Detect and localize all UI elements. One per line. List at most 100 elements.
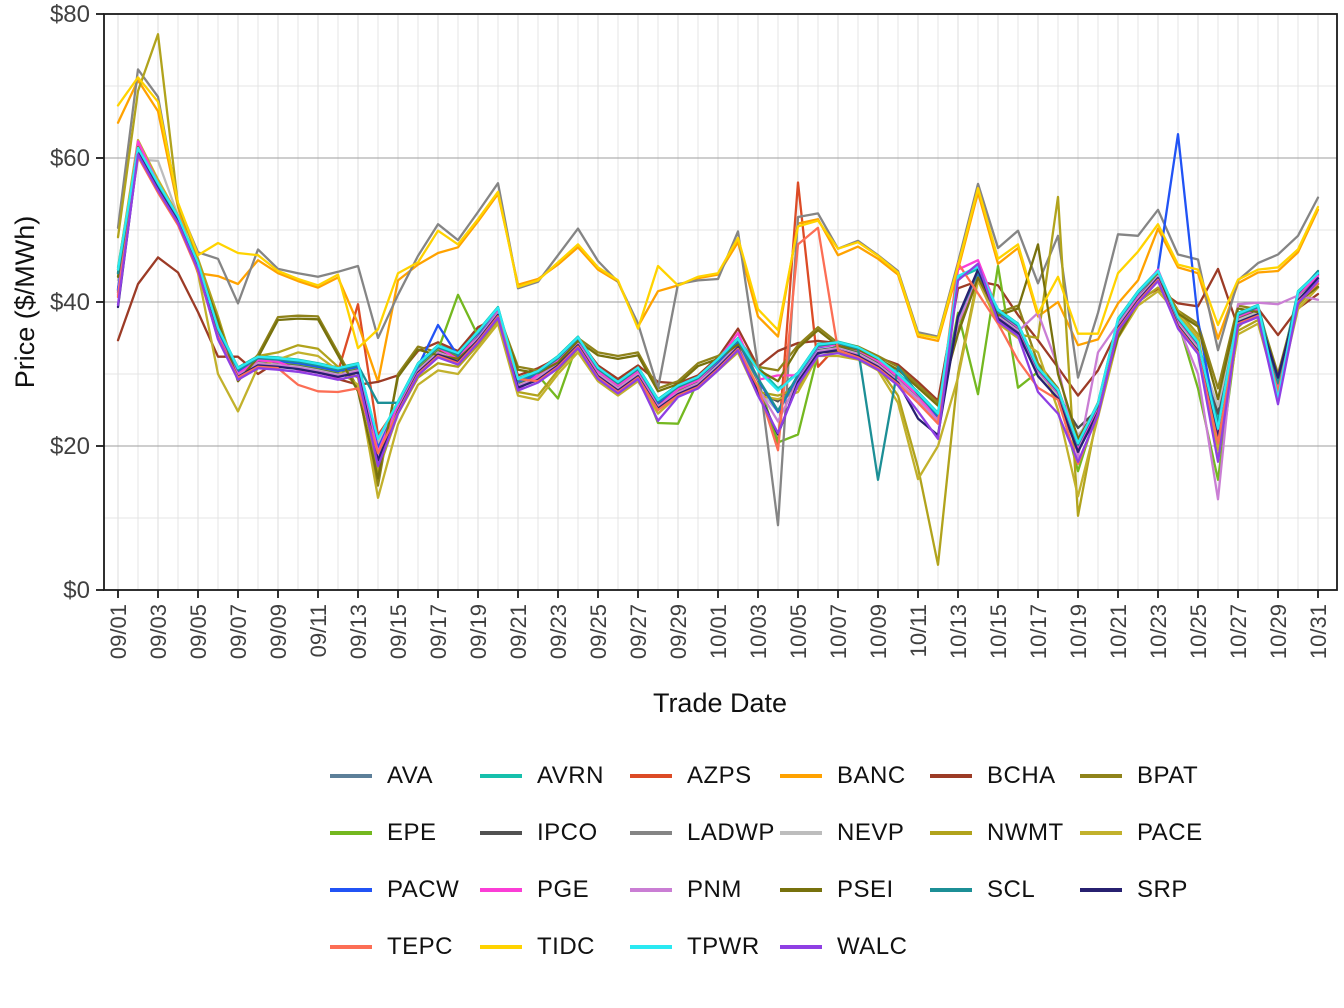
legend-swatch-ipco: [480, 831, 522, 835]
legend-label-tpwr: TPWR: [687, 933, 760, 960]
series-line-tidc: [116, 76, 1320, 350]
y-tick-label-20: $20: [50, 433, 90, 460]
y-tick-label-80: $80: [50, 1, 90, 28]
legend-swatch-tepc: [330, 945, 372, 949]
x-tick-label-10-29: 10/29: [1266, 604, 1291, 659]
legend-label-walc: WALC: [837, 933, 908, 960]
legend-item-psei: PSEI: [780, 872, 930, 908]
legend-item-epe: EPE: [330, 815, 480, 851]
x-tick-label-09-13: 09/13: [346, 604, 371, 659]
x-tick-label-09-27: 09/27: [626, 604, 651, 659]
series-line-ladwp: [116, 68, 1320, 527]
x-tick-label-10-11: 10/11: [906, 604, 931, 657]
x-tick-label-09-11: 09/11: [306, 604, 331, 657]
legend-label-tidc: TIDC: [537, 933, 595, 960]
legend-label-nwmt: NWMT: [987, 819, 1064, 846]
x-tick-label-10-07: 10/07: [826, 604, 851, 659]
series-line-walc: [116, 153, 1320, 468]
chart-tick-marks: [96, 13, 1319, 598]
legend-swatch-ava: [330, 774, 372, 778]
y-tick-label-0: $0: [63, 577, 90, 604]
legend-item-tepc: TEPC: [330, 929, 480, 965]
legend-swatch-pacw: [330, 888, 372, 892]
x-tick-label-09-03: 09/03: [146, 604, 171, 659]
y-tick-label-60: $60: [50, 145, 90, 172]
legend-label-banc: BANC: [837, 762, 906, 789]
legend-item-banc: BANC: [780, 758, 930, 794]
legend-swatch-epe: [330, 831, 372, 835]
legend-label-psei: PSEI: [837, 876, 894, 903]
legend-swatch-pge: [480, 888, 522, 892]
legend-item-nwmt: NWMT: [930, 815, 1080, 851]
legend-item-bpat: BPAT: [1080, 758, 1230, 794]
legend-swatch-ladwp: [630, 831, 672, 835]
chart-gridlines: [104, 14, 1337, 590]
y-axis-tick-labels: $0 $20 $40 $60 $80: [50, 1, 90, 604]
chart-series-lines: [116, 33, 1320, 566]
legend-swatch-tpwr: [630, 945, 672, 949]
legend-item-pacw: PACW: [330, 872, 480, 908]
x-tick-label-09-29: 09/29: [666, 604, 691, 659]
x-tick-label-09-23: 09/23: [546, 604, 571, 659]
x-tick-label-10-17: 10/17: [1026, 604, 1051, 659]
legend-swatch-bcha: [930, 774, 972, 778]
legend-swatch-nwmt: [930, 831, 972, 835]
legend-item-srp: SRP: [1080, 872, 1230, 908]
legend-item-scl: SCL: [930, 872, 1080, 908]
x-tick-label-09-09: 09/09: [266, 604, 291, 659]
legend-swatch-srp: [1080, 888, 1122, 892]
legend-item-pnm: PNM: [630, 872, 780, 908]
legend-label-scl: SCL: [987, 876, 1036, 903]
legend-swatch-tidc: [480, 945, 522, 949]
legend-swatch-nevp: [780, 831, 822, 835]
legend-label-pge: PGE: [537, 876, 590, 903]
legend-swatch-bpat: [1080, 774, 1122, 778]
x-tick-label-10-27: 10/27: [1226, 604, 1251, 659]
x-tick-label-09-15: 09/15: [386, 604, 411, 659]
legend-swatch-azps: [630, 774, 672, 778]
legend-swatch-pace: [1080, 831, 1122, 835]
legend-label-pnm: PNM: [687, 876, 742, 903]
legend-item-pge: PGE: [480, 872, 630, 908]
x-tick-label-10-23: 10/23: [1146, 604, 1171, 659]
x-tick-label-10-03: 10/03: [746, 604, 771, 659]
legend-row: PACW PGE PNM PSEI SCL SRP: [330, 872, 1340, 908]
legend-label-srp: SRP: [1137, 876, 1188, 903]
legend-swatch-walc: [780, 945, 822, 949]
x-tick-label-09-21: 09/21: [506, 604, 531, 659]
legend-label-bcha: BCHA: [987, 762, 1056, 789]
x-tick-label-10-15: 10/15: [986, 604, 1011, 659]
legend-label-pace: PACE: [1137, 819, 1203, 846]
y-axis-title: Price ($/MWh): [10, 216, 40, 389]
legend-label-pacw: PACW: [387, 876, 460, 903]
x-tick-label-09-17: 09/17: [426, 604, 451, 659]
legend-item-azps: AZPS: [630, 758, 780, 794]
x-tick-label-10-19: 10/19: [1066, 604, 1091, 659]
x-tick-label-10-01: 10/01: [706, 604, 731, 659]
legend-swatch-avrn: [480, 774, 522, 778]
legend-label-ladwp: LADWP: [687, 819, 775, 846]
y-tick-label-40: $40: [50, 289, 90, 316]
series-line-tpwr: [116, 146, 1320, 445]
legend-label-ipco: IPCO: [537, 819, 598, 846]
legend-item-tpwr: TPWR: [630, 929, 780, 965]
x-tick-label-09-07: 09/07: [226, 604, 251, 659]
legend-swatch-banc: [780, 774, 822, 778]
x-axis-tick-labels: 09/01 09/03 09/05 09/07 09/09 09/11 09/13 09/15…: [106, 604, 1331, 659]
x-tick-label-09-25: 09/25: [586, 604, 611, 659]
chart-legend: AVA AVRN AZPS BANC BCHA BPAT EPE IPCO LADWP NEVP N…: [330, 758, 1340, 965]
legend-label-nevp: NEVP: [837, 819, 905, 846]
legend-label-epe: EPE: [387, 819, 437, 846]
legend-item-pace: PACE: [1080, 815, 1230, 851]
price-chart-svg: $0 $20 $40 $60 $80 09/01 09/03 09/05 09/07 09/09…: [10, 1, 1338, 718]
legend-item-bcha: BCHA: [930, 758, 1080, 794]
legend-label-avrn: AVRN: [537, 762, 604, 789]
x-tick-label-10-09: 10/09: [866, 604, 891, 659]
x-tick-label-10-13: 10/13: [946, 604, 971, 659]
legend-item-ladwp: LADWP: [630, 815, 780, 851]
x-tick-label-09-01: 09/01: [106, 604, 131, 659]
legend-item-nevp: NEVP: [780, 815, 930, 851]
legend-item-tidc: TIDC: [480, 929, 630, 965]
legend-row: EPE IPCO LADWP NEVP NWMT PACE: [330, 815, 1340, 851]
